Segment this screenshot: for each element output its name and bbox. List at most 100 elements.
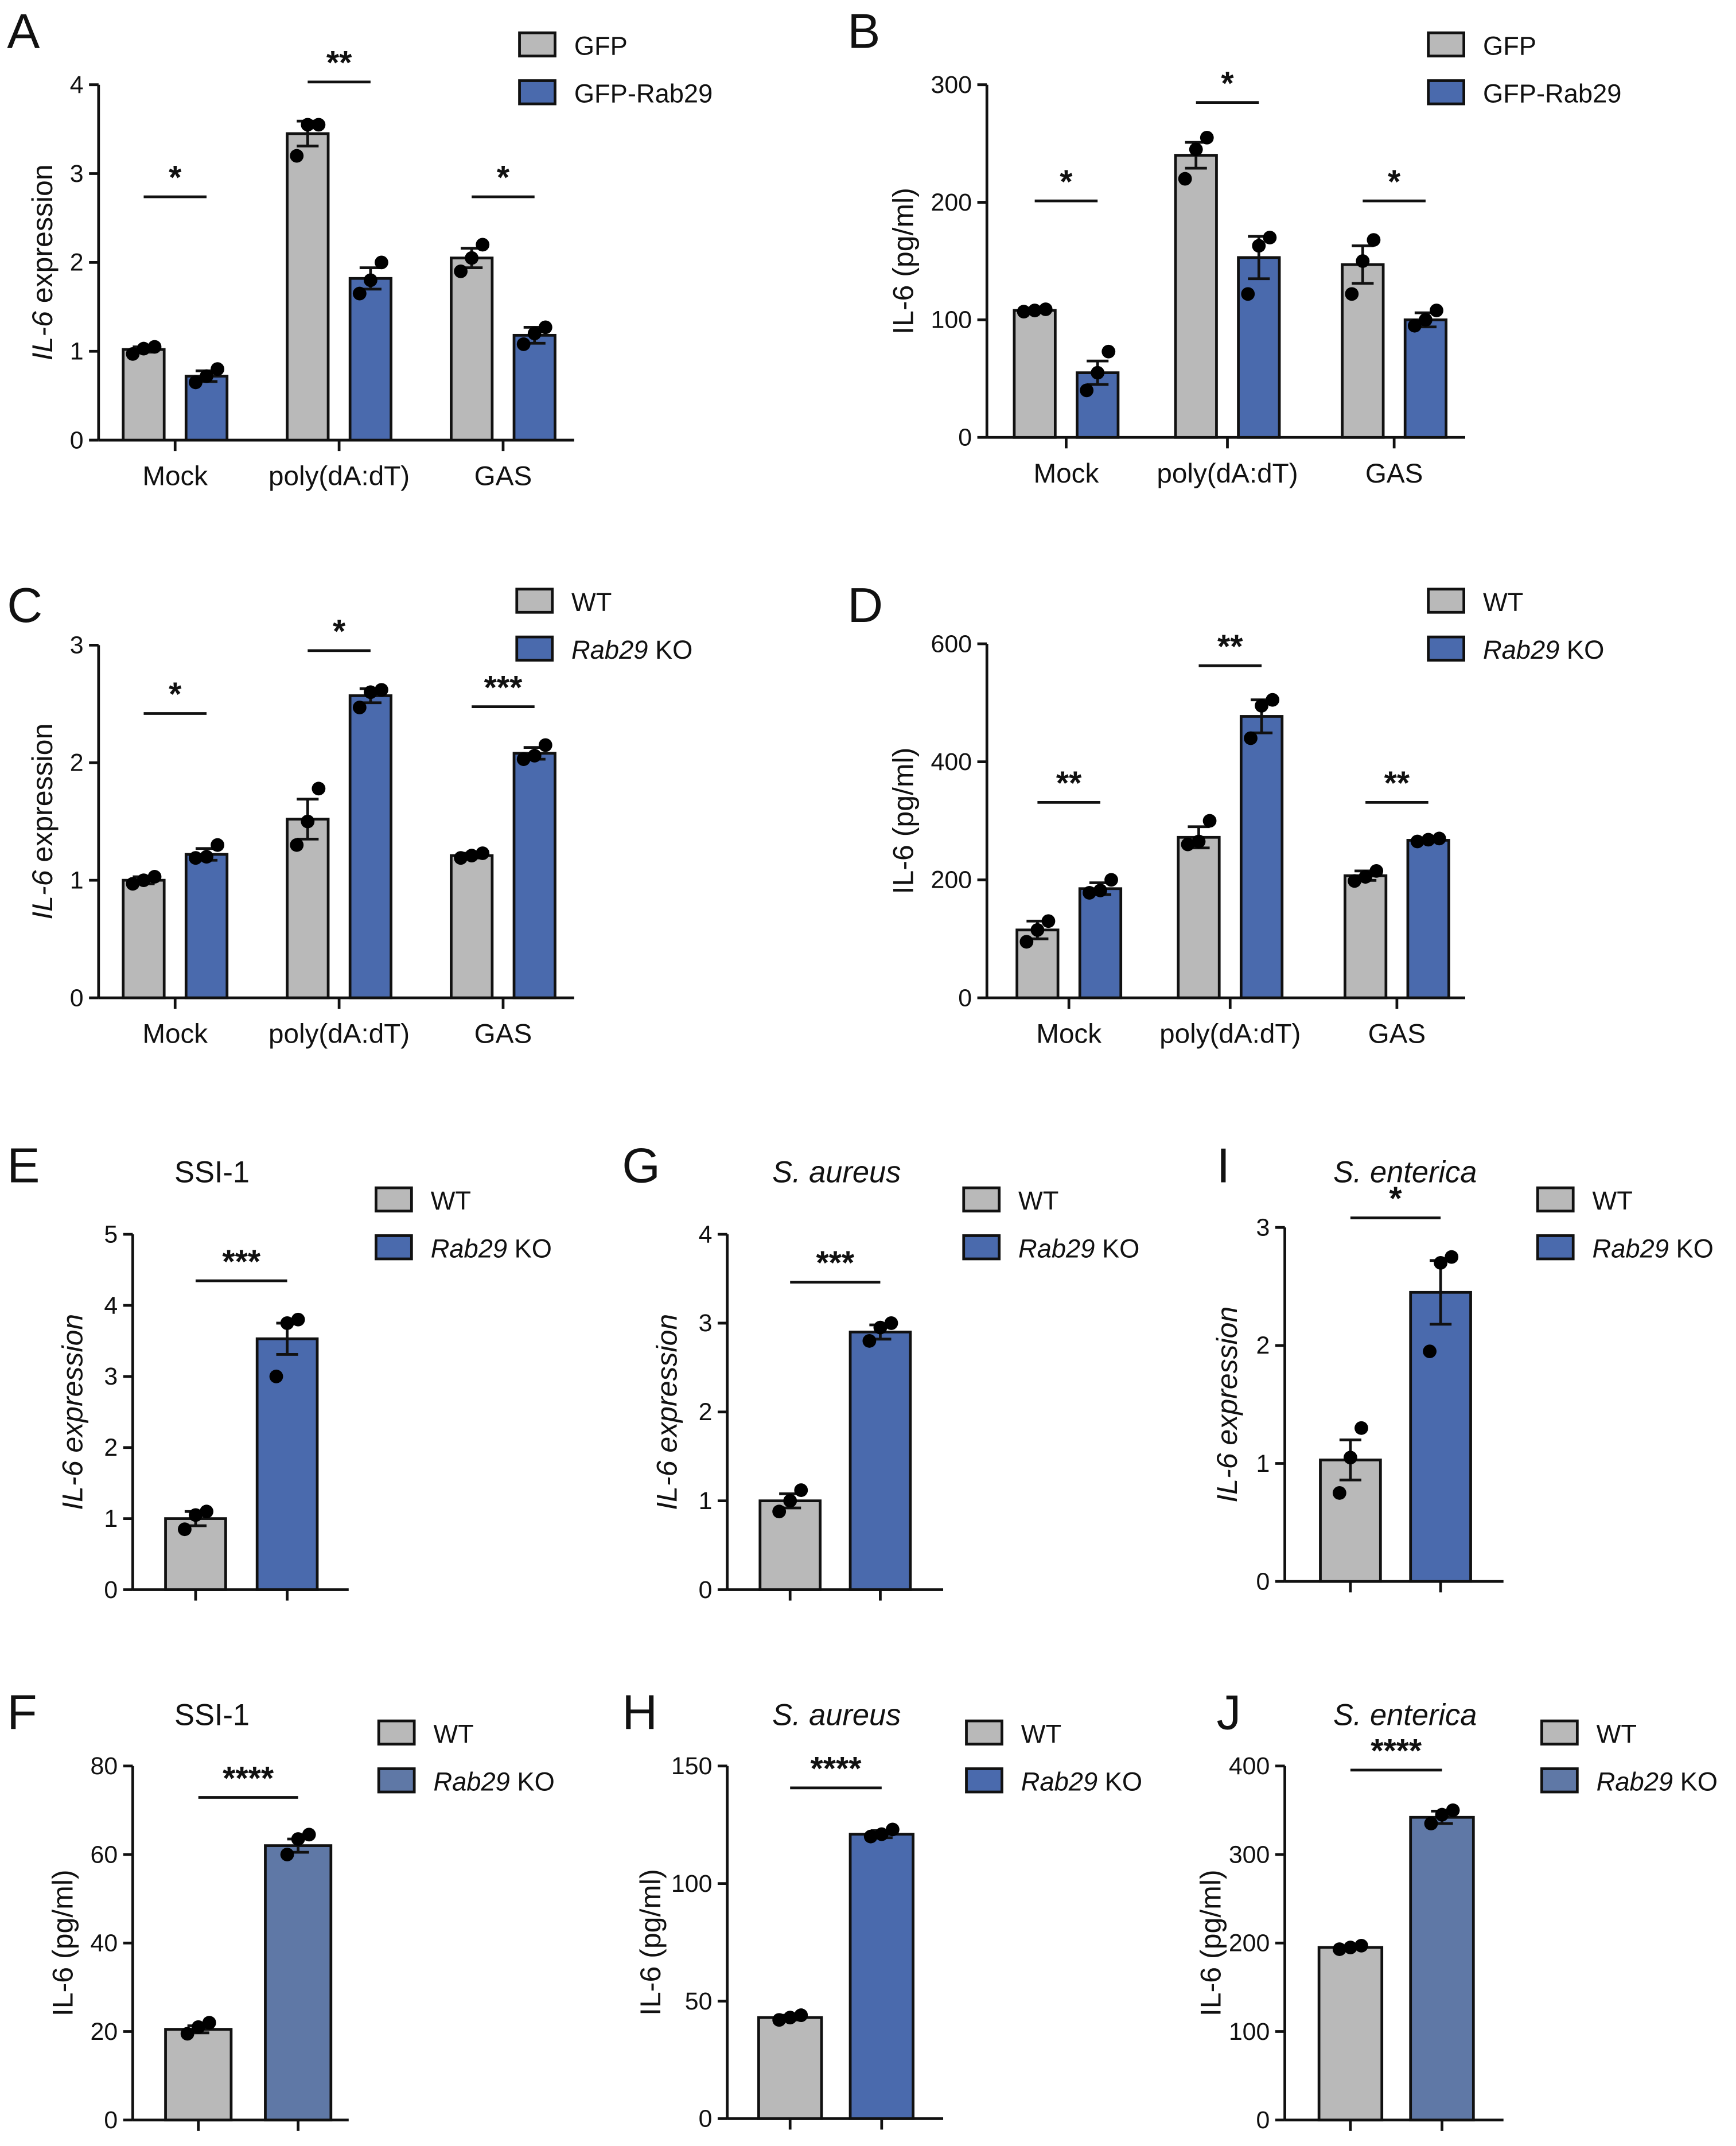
- legend-label-text: KO: [1669, 1234, 1714, 1264]
- significance-label: **: [326, 45, 352, 81]
- data-point: [1181, 837, 1195, 852]
- legend-label: Rab29 KO: [1018, 1234, 1139, 1264]
- legend-label-text: WT: [1597, 1719, 1637, 1748]
- data-point: [884, 1316, 898, 1330]
- data-point: [527, 326, 542, 341]
- legend-label-text: GFP-Rab29: [574, 79, 713, 108]
- bar: [1406, 839, 1450, 1000]
- data-point: [863, 1829, 878, 1844]
- legend-swatch: [377, 1767, 416, 1794]
- x-tick-label: GAS: [1368, 1019, 1426, 1049]
- legend-label: WT: [1483, 588, 1523, 617]
- panel-b: B 0 100 200 300 IL-6 (pg/ml) GFP GFP-Rab29 Mock p…: [847, 3, 1621, 489]
- legend-label-italic: Rab29: [433, 1767, 509, 1797]
- data-point: [301, 814, 315, 829]
- data-point: [1432, 831, 1446, 846]
- data-point: [211, 838, 224, 852]
- data-point: [772, 1504, 787, 1519]
- significance-label: **: [1384, 765, 1410, 802]
- legend-swatch: [962, 1234, 1001, 1261]
- data-point: [178, 1522, 192, 1537]
- y-tick-label: 3: [699, 1309, 713, 1337]
- data-point: [1435, 1807, 1449, 1822]
- legend-label: Rab29 KO: [1483, 635, 1604, 664]
- y-axis-label: IL-6 (pg/ml): [888, 188, 920, 335]
- bar: [348, 694, 393, 1000]
- panel-letter: J: [1216, 1685, 1241, 1740]
- data-point: [1445, 1250, 1459, 1264]
- panel-letter: D: [847, 578, 883, 633]
- data-point: [1255, 699, 1268, 713]
- panel-letter: G: [622, 1138, 660, 1193]
- legend-swatch: [515, 588, 554, 614]
- y-tick-label: 1: [699, 1487, 713, 1515]
- significance-label: ***: [222, 1243, 260, 1280]
- data-point: [312, 118, 326, 132]
- data-point: [772, 2013, 787, 2027]
- data-point: [1332, 1942, 1346, 1956]
- data-point: [1359, 870, 1373, 884]
- legend-swatch: [515, 635, 554, 662]
- y-tick-label: 0: [699, 2105, 713, 2133]
- y-tick-label: 300: [1229, 1841, 1270, 1868]
- data-point: [1419, 313, 1433, 327]
- legend-label-text: GFP: [574, 31, 628, 60]
- x-tick-label: poly(dA:dT): [268, 461, 410, 492]
- panel-f: F SSI-1 0 20 40 60 80 IL-6 (pg/ml) WT Rab29 KO ***…: [7, 1685, 555, 2134]
- panel-c: C 0 1 2 3 IL-6 expression WT Rab29 KO Mock poly(d…: [7, 578, 692, 1049]
- data-point: [1266, 693, 1280, 707]
- legend-swatch: [377, 1719, 416, 1746]
- panel-j: J S. enterica 0 100 200 300 400 IL-6 (pg/ml) WT R…: [1195, 1685, 1718, 2134]
- y-axis-label: IL-6 (pg/ml): [1195, 1869, 1227, 2016]
- chart-title: S. enterica: [1333, 1698, 1477, 1732]
- bar: [1013, 309, 1057, 439]
- panel-i: I S. enterica 0 1 2 3 IL-6 expression WT Rab29 K…: [1211, 1138, 1714, 1596]
- data-point: [290, 838, 304, 852]
- legend-label-text: KO: [507, 1234, 552, 1264]
- data-point: [794, 1483, 808, 1497]
- data-point: [269, 1369, 283, 1383]
- y-tick-label: 2: [1256, 1332, 1270, 1359]
- bar: [164, 2028, 233, 2122]
- data-point: [375, 255, 388, 270]
- significance-label: **: [1056, 765, 1082, 802]
- significance-label: *: [1221, 65, 1234, 102]
- legend-label-text: WT: [571, 588, 612, 617]
- y-axis-label-italic: IL-6 expression: [1211, 1307, 1243, 1503]
- legend-label: WT: [1021, 1719, 1061, 1748]
- legend-swatch: [1427, 635, 1466, 662]
- y-tick-label: 200: [931, 866, 972, 894]
- chart-title: S. aureus: [772, 1156, 901, 1189]
- y-tick-label: 200: [1229, 1930, 1270, 1957]
- x-tick-label: Mock: [1036, 1019, 1101, 1049]
- bar: [1409, 1290, 1472, 1583]
- data-point: [794, 2008, 808, 2022]
- y-axis-label-text: IL-6 (pg/ml): [635, 1869, 667, 2016]
- data-point: [1252, 239, 1266, 253]
- bar: [1403, 318, 1448, 439]
- data-point: [1017, 305, 1031, 318]
- data-point: [1343, 1451, 1357, 1465]
- chart-title: SSI-1: [174, 1698, 250, 1732]
- data-point: [363, 685, 377, 699]
- data-point: [200, 850, 213, 864]
- data-point: [352, 701, 367, 714]
- data-point: [302, 1828, 316, 1842]
- legend-label-text: KO: [1097, 1767, 1142, 1797]
- y-tick-label: 400: [1229, 1752, 1270, 1780]
- y-axis-label: IL-6 expression: [1211, 1307, 1243, 1503]
- y-axis-label: IL-6 (pg/ml): [635, 1869, 667, 2016]
- legend-label: GFP-Rab29: [574, 79, 713, 108]
- bar: [848, 1331, 912, 1591]
- legend-label-text: KO: [510, 1767, 555, 1797]
- y-tick-label: 0: [1256, 1568, 1270, 1595]
- legend-label-text: KO: [648, 635, 692, 664]
- y-tick-label: 400: [931, 748, 972, 776]
- y-tick-label: 100: [931, 306, 972, 334]
- data-point: [1430, 304, 1443, 317]
- y-tick-label: 4: [104, 1292, 118, 1319]
- data-point: [1192, 834, 1206, 849]
- bar: [1409, 1815, 1475, 2122]
- significance-label: *: [1388, 164, 1401, 200]
